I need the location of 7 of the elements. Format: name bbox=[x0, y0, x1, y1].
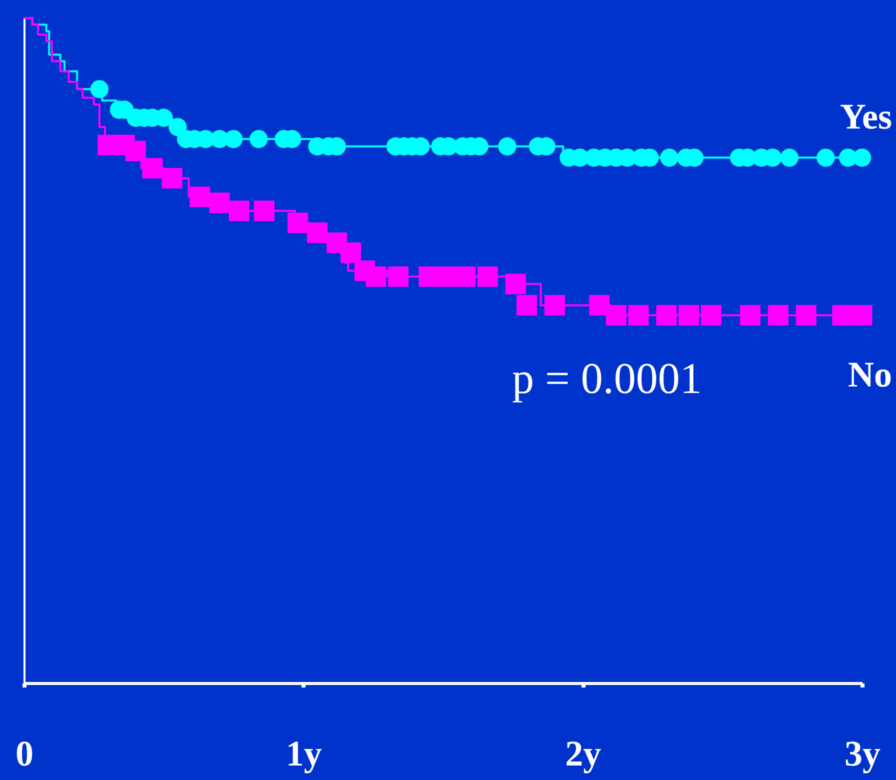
series-label: Yes bbox=[840, 96, 892, 137]
series-label: No bbox=[848, 354, 892, 394]
x-tick-label: 3y bbox=[844, 734, 880, 774]
x-tick-label: 0 bbox=[16, 734, 34, 774]
x-tick-label: 1y bbox=[286, 734, 322, 774]
x-tick-label: 2y bbox=[565, 734, 602, 774]
annotation: p = 0.0001 bbox=[512, 354, 702, 403]
